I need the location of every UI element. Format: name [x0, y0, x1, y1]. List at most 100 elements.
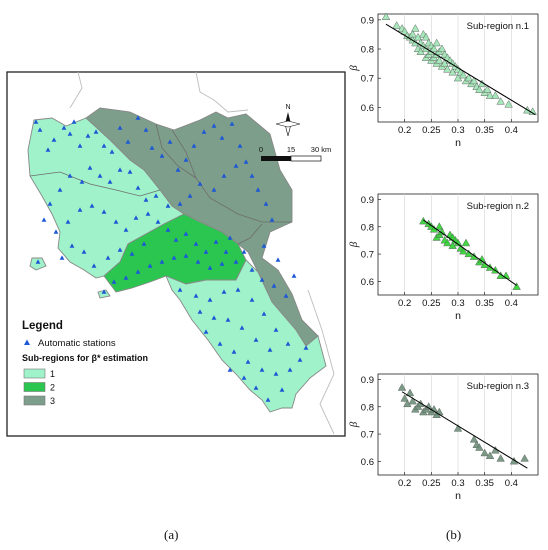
station-marker [201, 129, 207, 134]
station-marker [235, 287, 241, 292]
data-point [392, 21, 401, 29]
north-arrow-icon: N [275, 104, 301, 137]
y-tick-label: 0.9 [361, 375, 374, 386]
x-tick-label: 0.4 [505, 298, 518, 309]
station-marker [255, 187, 261, 192]
station-marker [221, 289, 227, 294]
y-tick-label: 0.7 [361, 430, 374, 441]
x-tick-label: 0.25 [422, 298, 441, 309]
x-tick-label: 0.2 [398, 298, 411, 309]
scale-bar-tick: 15 [287, 145, 295, 154]
legend-item-label: 2 [50, 383, 55, 393]
outer-border-line [195, 71, 249, 113]
station-marker [259, 367, 265, 372]
data-point [405, 388, 415, 397]
station-marker [129, 251, 135, 256]
station-marker [153, 193, 159, 198]
station-marker [273, 371, 279, 376]
x-tick-label: 0.4 [505, 478, 518, 489]
x-tick-label: 0.35 [475, 125, 494, 136]
province-border-line [155, 123, 197, 179]
station-marker [143, 127, 149, 132]
station-marker [273, 327, 279, 332]
outer-border-line [307, 289, 335, 435]
station-marker [135, 269, 141, 274]
station-marker [101, 143, 107, 148]
station-marker [149, 145, 155, 150]
station-marker [297, 357, 303, 362]
station-marker [93, 129, 99, 134]
station-marker [227, 367, 233, 372]
station-marker [145, 211, 151, 216]
station-marker [211, 187, 217, 192]
station-marker [303, 345, 309, 350]
north-label: N [285, 104, 290, 111]
station-marker [171, 255, 177, 260]
station-marker [117, 125, 123, 130]
station-marker [285, 341, 291, 346]
data-point [424, 402, 433, 410]
station-marker [117, 247, 123, 252]
map-legend: Legend Automatic stations Sub-regions for … [22, 320, 148, 406]
x-tick-label: 0.35 [475, 478, 494, 489]
regression-line [385, 23, 536, 116]
station-marker [67, 131, 73, 136]
data-point [528, 107, 537, 115]
data-point [469, 76, 479, 85]
station-marker [125, 139, 131, 144]
data-point [411, 24, 420, 32]
station-marker [221, 173, 227, 178]
station-marker [37, 127, 43, 132]
station-marker [105, 255, 111, 260]
data-point [453, 424, 463, 432]
station-marker [51, 137, 57, 142]
legend-swatch [23, 395, 46, 406]
y-axis-label: β [348, 65, 360, 72]
data-point [491, 91, 500, 99]
data-point [496, 97, 505, 105]
station-marker [207, 297, 213, 302]
station-marker [85, 133, 91, 138]
station-marker [287, 367, 293, 372]
y-tick-label: 0.7 [361, 74, 374, 85]
station-marker [123, 275, 129, 280]
station-marker [291, 273, 297, 278]
station-marker [207, 265, 213, 270]
station-marker [191, 143, 197, 148]
data-point [475, 443, 484, 451]
station-marker [69, 243, 75, 248]
station-marker [61, 125, 67, 130]
data-point [437, 44, 447, 53]
data-point [512, 282, 521, 290]
x-axis-label: n [455, 137, 461, 149]
station-marker [147, 263, 153, 268]
scatter-chart: 0.2 0.25 0.3 0.35 0.4 0.6 0.7 0.8 0.9 n β Sub-regio… [348, 373, 539, 502]
scale-bar: 0 15 30 km [259, 145, 331, 162]
station-marker [175, 167, 181, 172]
station-marker [155, 219, 161, 224]
scale-bar-dark [261, 156, 291, 161]
data-point [464, 73, 473, 82]
data-point [443, 64, 452, 73]
chart-title: Sub-region n.2 [467, 201, 529, 212]
data-point [400, 27, 409, 35]
y-tick-label: 0.6 [361, 277, 374, 288]
station-marker [219, 135, 225, 140]
station-marker [107, 179, 113, 184]
station-marker [33, 119, 39, 124]
data-point [435, 222, 444, 230]
y-axis-label: β [348, 241, 360, 248]
station-marker [249, 297, 255, 302]
island-ischia [29, 257, 47, 271]
station-marker [77, 143, 83, 148]
x-axis-label: n [455, 310, 461, 322]
station-legend-icon [24, 339, 30, 345]
x-tick-label: 0.25 [422, 478, 441, 489]
station-marker [265, 397, 271, 402]
station-marker [109, 149, 115, 154]
station-marker [117, 167, 123, 172]
legend-title: Legend [22, 320, 63, 332]
station-marker [173, 237, 179, 242]
x-tick-label: 0.35 [475, 298, 494, 309]
